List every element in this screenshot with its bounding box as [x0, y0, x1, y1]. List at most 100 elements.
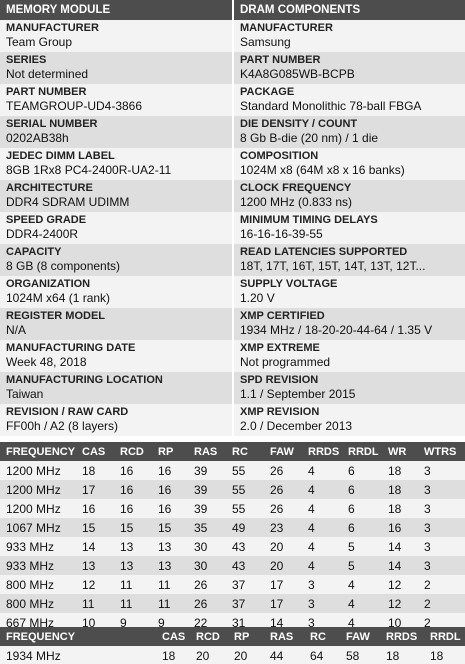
cell-rp: 13	[152, 537, 188, 556]
table-row: 1200 MHz 17 16 16 39 55 26 4 6 18 3	[0, 480, 465, 499]
field-xmp-certified: XMP CERTIFIED 1934 MHz / 18-20-20-44-64 /…	[234, 308, 465, 340]
cell-faw: 58	[340, 646, 380, 664]
cell-rrds: 4	[302, 480, 342, 499]
jedec-timing-table: FREQUENCY CAS RCD RP RAS RC FAW RRDS RRDL WR WTRS …	[0, 442, 465, 632]
memory-module-header: MEMORY MODULE	[0, 0, 232, 20]
cell-rrds: 4	[302, 499, 342, 518]
column-header-faw: FAW	[340, 627, 380, 646]
cell-faw: 26	[264, 499, 302, 518]
cell-wtrs: 2	[418, 594, 465, 613]
field-value: 1024M x8 (64M x8 x 16 banks)	[240, 163, 405, 177]
cell-rrdl: 4	[342, 594, 382, 613]
field-organization: ORGANIZATION 1024M x64 (1 rank)	[0, 276, 232, 308]
cell-rrdl: 6	[342, 518, 382, 537]
column-header-rrds: RRDS	[302, 442, 342, 461]
field-label: JEDEC DIMM LABEL	[6, 150, 115, 162]
cell-rcd: 16	[114, 461, 152, 480]
field-label: MANUFACTURING DATE	[6, 342, 136, 354]
cell-rrdl: 18	[424, 646, 465, 664]
field-label: PACKAGE	[240, 86, 295, 98]
cell-wtrs: 3	[418, 499, 465, 518]
field-value: Standard Monolithic 78-ball FBGA	[240, 99, 422, 113]
cell-rrdl: 4	[342, 575, 382, 594]
field-value: DDR4 SDRAM UDIMM	[6, 195, 130, 209]
table-row: 800 MHz 12 11 11 26 37 17 3 4 12 2	[0, 575, 465, 594]
cell-rc: 37	[226, 594, 264, 613]
field-manufacturer: MANUFACTURER Samsung	[234, 20, 465, 52]
field-series: SERIES Not determined	[0, 52, 232, 84]
dram-components-header: DRAM COMPONENTS	[234, 0, 465, 20]
xmp-rows: 1934 MHz 18 20 20 44 64 58 18 18	[0, 646, 465, 664]
field-value: 8 GB (8 components)	[6, 259, 121, 273]
field-value: N/A	[6, 323, 27, 337]
cell-rc: 49	[226, 518, 264, 537]
cell-rp: 13	[152, 556, 188, 575]
field-manufacturer: MANUFACTURER Team Group	[0, 20, 232, 52]
cell-cas: 18	[156, 646, 190, 664]
cell-rrdl: 6	[342, 499, 382, 518]
cell-cas: 11	[76, 594, 114, 613]
table-row: 933 MHz 14 13 13 30 43 20 4 5 14 3	[0, 537, 465, 556]
cell-rrds: 3	[302, 575, 342, 594]
cell-rc: 43	[226, 537, 264, 556]
field-label: PART NUMBER	[6, 86, 87, 98]
field-label: MANUFACTURING LOCATION	[6, 374, 163, 386]
cell-rcd: 11	[114, 594, 152, 613]
field-label: COMPOSITION	[240, 150, 319, 162]
table-row: 1200 MHz 18 16 16 39 55 26 4 6 18 3	[0, 461, 465, 480]
cell-ras: 39	[188, 499, 226, 518]
cell-rc: 55	[226, 480, 264, 499]
cell-frequency: 933 MHz	[0, 537, 76, 556]
cell-wtrs: 2	[418, 575, 465, 594]
cell-rp: 15	[152, 518, 188, 537]
field-value: 1024M x64 (1 rank)	[6, 291, 111, 305]
column-header-rcd: RCD	[190, 627, 228, 646]
field-revision-raw-card: REVISION / RAW CARD FF00h / A2 (8 layers)	[0, 404, 232, 436]
field-manufacturing-location: MANUFACTURING LOCATION Taiwan	[0, 372, 232, 404]
cell-rrds: 4	[302, 461, 342, 480]
cell-rcd: 16	[114, 499, 152, 518]
cell-wtrs: 3	[418, 461, 465, 480]
field-speed-grade: SPEED GRADE DDR4-2400R	[0, 212, 232, 244]
field-value: 16-16-16-39-55	[240, 227, 323, 241]
column-header-rc: RC	[226, 442, 264, 461]
field-value: 18T, 17T, 16T, 15T, 14T, 13T, 12T...	[240, 259, 426, 273]
field-minimum-timing-delays: MINIMUM TIMING DELAYS 16-16-16-39-55	[234, 212, 465, 244]
cell-frequency: 1200 MHz	[0, 461, 76, 480]
field-xmp-extreme: XMP EXTREME Not programmed	[234, 340, 465, 372]
cell-wr: 16	[382, 518, 418, 537]
cell-frequency: 933 MHz	[0, 556, 76, 575]
cell-faw: 20	[264, 556, 302, 575]
column-header-rp: RP	[152, 442, 188, 461]
cell-cas: 12	[76, 575, 114, 594]
field-register-model: REGISTER MODEL N/A	[0, 308, 232, 340]
field-value: 0202AB38h	[6, 131, 69, 145]
cell-rrdl: 5	[342, 537, 382, 556]
cell-ras: 44	[264, 646, 304, 664]
cell-faw: 23	[264, 518, 302, 537]
field-label: READ LATENCIES SUPPORTED	[240, 246, 408, 258]
column-header-rc: RC	[304, 627, 340, 646]
field-value: Team Group	[6, 35, 73, 49]
cell-ras: 30	[188, 556, 226, 575]
table-row: 800 MHz 11 11 11 26 37 17 3 4 12 2	[0, 594, 465, 613]
info-section: MEMORY MODULE MANUFACTURER Team Group SERI…	[0, 0, 465, 436]
cell-ras: 30	[188, 537, 226, 556]
cell-rc: 64	[304, 646, 340, 664]
field-value: Not programmed	[240, 355, 331, 369]
table-row: 1934 MHz 18 20 20 44 64 58 18 18	[0, 646, 465, 664]
field-value: 1.20 V	[240, 291, 275, 305]
field-value: Not determined	[6, 67, 89, 81]
table-row: 1200 MHz 16 16 16 39 55 26 4 6 18 3	[0, 499, 465, 518]
field-label: XMP REVISION	[240, 406, 320, 418]
cell-rcd: 16	[114, 480, 152, 499]
column-header-wr: WR	[382, 442, 418, 461]
column-header-frequency: FREQUENCY	[0, 627, 156, 646]
column-header-rrdl: RRDL	[424, 627, 465, 646]
cell-rrds: 3	[302, 594, 342, 613]
cell-rp: 16	[152, 480, 188, 499]
cell-wr: 14	[382, 537, 418, 556]
cell-rp: 16	[152, 461, 188, 480]
field-value: Taiwan	[6, 387, 44, 401]
